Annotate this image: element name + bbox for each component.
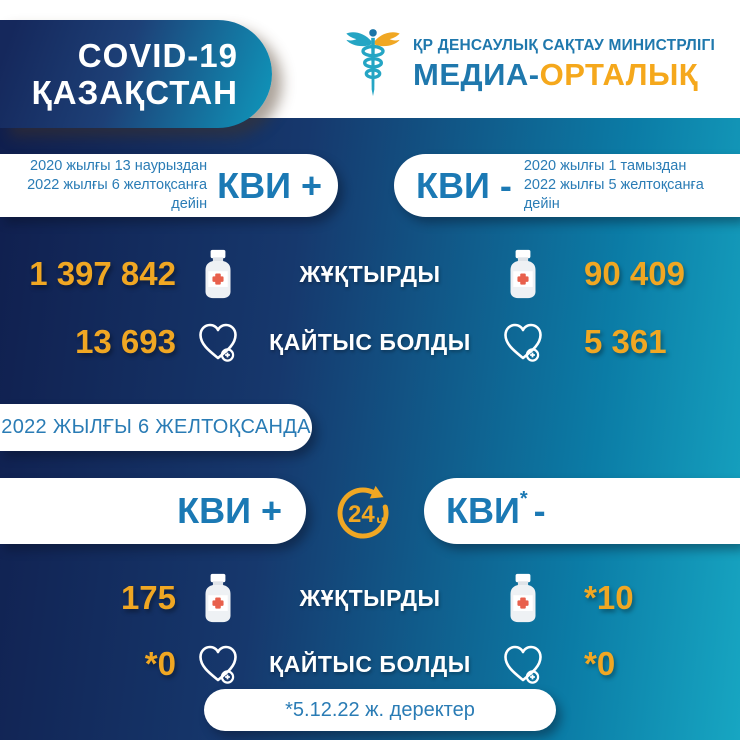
media-center-title: МЕДИА-ОРТАЛЫҚ — [413, 56, 715, 92]
kvi-plus-period-line1: 2020 жылғы 13 наурыздан — [30, 158, 208, 175]
daily-kvi-minus-died-count: *0 — [584, 645, 616, 682]
main-panel: 2020 жылғы 13 наурыздан 2022 жылғы 6 жел… — [0, 118, 740, 740]
cumulative-died-row: 13 693 ҚАЙТЫС БОЛДЫ 5 361 — [0, 314, 740, 370]
medicine-bottle-icon — [180, 249, 255, 299]
24h-unit: ч — [377, 512, 385, 528]
daily-kvi-minus-dash: - — [533, 490, 546, 531]
medicine-bottle-icon — [485, 573, 560, 623]
cumulative-infected-row: 1 397 842 ЖҰҚТЫРДЫ 90 409 — [0, 246, 740, 302]
kvi-plus-died-count: 13 693 — [75, 323, 176, 360]
footnote-text: *5.12.22 ж. деректер — [285, 698, 475, 721]
covid-title-banner: COVID-19 ҚАЗАҚСТАН — [0, 20, 272, 128]
daily-kvi-minus-pill: КВИ * - — [424, 478, 740, 544]
daily-kvi-plus-label: КВИ + — [177, 490, 282, 531]
footnote-pill: *5.12.22 ж. деректер — [204, 689, 556, 731]
covid-title-line2: ҚАЗАҚСТАН — [31, 74, 238, 111]
daily-kvi-minus-label: КВИ — [446, 490, 520, 531]
daily-kvi-plus-pill: КВИ + — [0, 478, 306, 544]
kvi-minus-period-line2: 2022 жылғы 5 желтоқсанға дейін — [523, 177, 704, 212]
caduceus-icon — [343, 22, 403, 107]
media-center-title-blue: МЕДИА- — [413, 56, 540, 92]
heart-stethoscope-icon — [485, 321, 560, 363]
died-label: ҚАЙТЫС БОЛДЫ — [269, 328, 471, 355]
daily-died-label: ҚАЙТЫС БОЛДЫ — [269, 650, 471, 677]
kvi-minus-period-text: 2020 жылғы 1 тамыздан 2022 жылғы 5 желто… — [524, 157, 740, 214]
brand-text: ҚР ДЕНСАУЛЫҚ САҚТАУ МИНИСТРЛІГІ МЕДИА-ОР… — [413, 37, 715, 92]
daily-kvi-plus-died-count: *0 — [144, 645, 176, 682]
kvi-plus-infected-count: 1 397 842 — [29, 255, 176, 292]
kvi-minus-label: КВИ - — [416, 164, 512, 206]
brand: ҚР ДЕНСАУЛЫҚ САҚТАУ МИНИСТРЛІГІ МЕДИА-ОР… — [343, 22, 715, 107]
heart-stethoscope-icon — [180, 321, 255, 363]
media-center-title-orange: ОРТАЛЫҚ — [539, 56, 699, 92]
medicine-bottle-icon — [180, 573, 255, 623]
daily-kvi-plus-infected-count: 175 — [120, 579, 176, 616]
daily-infected-label: ЖҰҚТЫРДЫ — [299, 584, 441, 611]
daily-date-text: 2022 ЖЫЛҒЫ 6 ЖЕЛТОҚСАНДА — [1, 416, 311, 438]
kvi-minus-period-pill: КВИ - 2020 жылғы 1 тамыздан 2022 жылғы 5… — [394, 154, 740, 217]
daily-died-row: *0 ҚАЙТЫС БОЛДЫ *0 — [0, 636, 740, 692]
daily-infected-row: 175 ЖҰҚТЫРДЫ *10 — [0, 570, 740, 626]
daily-kvi-minus-asterisk: * — [519, 487, 528, 510]
medicine-bottle-icon — [485, 249, 560, 299]
covid-title-line1: COVID-19 — [77, 36, 238, 74]
kvi-minus-infected-count: 90 409 — [584, 255, 685, 292]
daily-kvi-minus-infected-count: *10 — [584, 579, 634, 616]
kvi-plus-period-text: 2020 жылғы 13 наурыздан 2022 жылғы 6 жел… — [0, 157, 207, 214]
heart-stethoscope-icon — [180, 643, 255, 685]
infected-label: ЖҰҚТЫРДЫ — [299, 260, 441, 287]
daily-date-pill: 2022 ЖЫЛҒЫ 6 ЖЕЛТОҚСАНДА — [0, 404, 312, 451]
heart-stethoscope-icon — [485, 643, 560, 685]
ministry-title: ҚР ДЕНСАУЛЫҚ САҚТАУ МИНИСТРЛІГІ — [413, 36, 715, 54]
kvi-plus-period-line2: 2022 жылғы 6 желтоқсанға дейін — [27, 177, 208, 212]
kvi-plus-label: КВИ + — [217, 164, 322, 206]
24h-icon: 24 ч — [334, 479, 398, 541]
kvi-minus-died-count: 5 361 — [584, 323, 667, 360]
24h-number: 24 — [348, 501, 375, 528]
kvi-plus-period-pill: 2020 жылғы 13 наурыздан 2022 жылғы 6 жел… — [0, 154, 338, 217]
kvi-minus-period-line1: 2020 жылғы 1 тамыздан — [523, 158, 687, 175]
